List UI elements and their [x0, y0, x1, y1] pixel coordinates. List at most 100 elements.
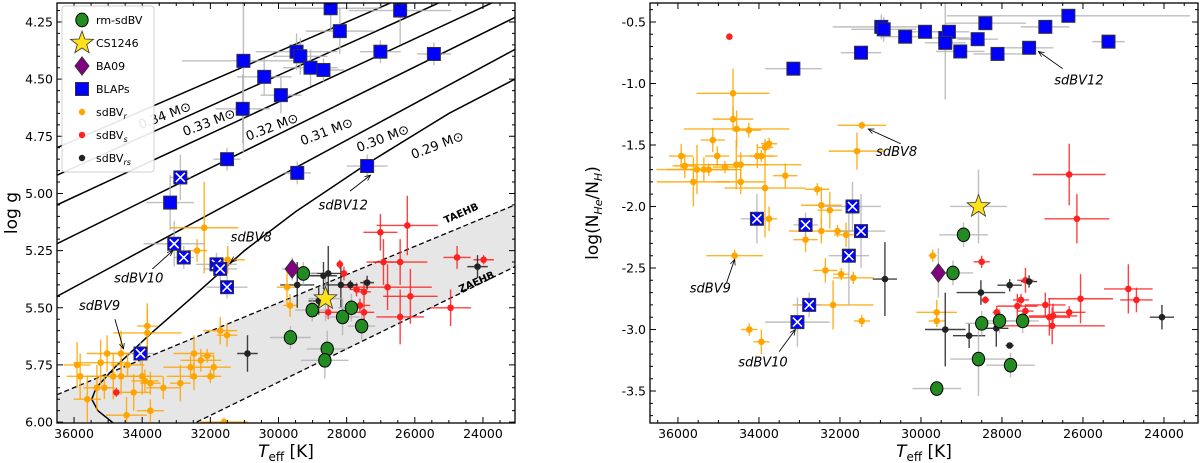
point-sdBV_r	[818, 201, 825, 209]
point-sdBV_s	[726, 33, 733, 41]
legend-label-BLAPs: BLAPs	[96, 83, 130, 96]
mass-track-label: 0.32 M⊙	[244, 111, 301, 145]
point-sdBV_r	[283, 283, 291, 291]
x-tick-label: 32000	[820, 426, 860, 441]
point-BLAPs	[1061, 8, 1076, 23]
point-sdBV_r	[210, 363, 218, 371]
point-sdBV_r	[829, 301, 837, 309]
point-sdBV_s	[1014, 302, 1021, 310]
point-sdBV_s	[1048, 322, 1056, 330]
point-sdBV_rs	[881, 275, 889, 283]
point-sdBV_r	[802, 236, 809, 243]
legend-label-sub: r	[123, 112, 127, 121]
point-sdBV_s	[1017, 296, 1025, 304]
legend-label-text: rm-sdBV	[96, 14, 143, 27]
y-tick-label: 5.00	[25, 186, 53, 201]
legend-label-sdBV_r: sdBVr	[96, 106, 127, 121]
legend-label-sdBV_s: sdBVs	[96, 129, 128, 144]
x-axis-label-unit: [K]	[284, 442, 314, 462]
point-rm_sdBV	[971, 351, 986, 367]
point-sdBV_rs	[1025, 278, 1033, 285]
point-sdBV_r	[144, 329, 151, 337]
point-BLAPs_crossed-cross	[221, 282, 233, 293]
plot-frame	[56, 2, 516, 424]
point-sdBV_r	[850, 274, 857, 282]
x-tick-label: 32000	[190, 426, 230, 441]
point-sdBV_r	[144, 322, 151, 330]
point-BLAPs	[978, 16, 993, 31]
point-sdBV_r	[761, 184, 769, 192]
point-sdBV_r	[813, 185, 821, 193]
point-sdBV_r	[117, 373, 125, 380]
point-sdBV_s	[360, 309, 368, 316]
point-sdBV_s	[384, 283, 391, 291]
point-BLAPs	[1038, 19, 1053, 34]
point-sdBV_r	[76, 373, 84, 380]
y-axis-label: log(NHe/NH)	[583, 166, 605, 260]
annotation-label: sdBV8	[876, 145, 917, 160]
point-sdBV_s	[404, 222, 411, 229]
x-tick-label: 36000	[54, 426, 94, 441]
point-sdBV_r	[693, 166, 701, 173]
x-axis-label: Teff [K]	[258, 442, 314, 463]
point-sdBV_r	[690, 178, 697, 186]
point-sdBV_r	[220, 418, 228, 423]
point-sdBV_r	[117, 350, 125, 357]
annotation-arrow	[231, 247, 249, 262]
point-rm_sdBV	[956, 227, 971, 243]
x-tick-label: 28000	[982, 426, 1022, 441]
x-axis-label-T: T	[896, 442, 908, 462]
point-sdBV_s	[112, 389, 120, 396]
point-sdBV_rs	[363, 279, 371, 286]
annotation-label: sdBV12	[1054, 74, 1103, 89]
point-BLAPs	[1022, 40, 1037, 55]
x-tick-label: 36000	[658, 426, 698, 441]
point-sdBV_s	[1073, 215, 1081, 223]
point-sdBV_r	[286, 302, 294, 309]
point-BLAPs	[323, 3, 338, 16]
y-axis-label-text: log g	[2, 192, 22, 234]
point-sdBV_r	[737, 161, 745, 168]
point-sdBV_rs	[1158, 313, 1166, 321]
legend-label-rm_sdBV: rm-sdBV	[96, 14, 143, 27]
point-sdBV_rs	[977, 289, 985, 296]
point-sdBV_s	[360, 288, 368, 296]
point-BLAPs	[303, 60, 318, 75]
point-rm_sdBV	[344, 300, 359, 316]
point-BLAPs	[990, 46, 1005, 61]
point-BLAPs	[426, 46, 441, 61]
annotation-arrow	[868, 128, 901, 145]
x-tick-label: 34000	[739, 426, 779, 441]
point-sdBV_s	[407, 293, 414, 300]
y-tick-label: 4.50	[25, 72, 53, 87]
point-BLAPs_crossed-cross	[800, 219, 811, 230]
x-tick-label: 26000	[395, 426, 435, 441]
mass-track-label: 0.29 M⊙	[409, 129, 466, 163]
point-sdBV_r	[853, 147, 861, 155]
legend-label-text: sdBV	[96, 129, 124, 142]
legend-label-text: sdBV	[96, 152, 124, 165]
point-sdBV_rs	[324, 270, 332, 277]
point-sdBV_r	[781, 172, 789, 180]
point-sdBV_r	[822, 267, 829, 274]
point-BLAPs	[220, 152, 235, 167]
point-sdBV_r	[729, 115, 737, 123]
point-sdBV_r	[197, 357, 205, 364]
legend-label-text: BLAPs	[96, 83, 130, 96]
point-sdBV_r	[745, 326, 753, 333]
point-BLAPs_crossed-cross	[804, 299, 815, 310]
y-axis-label: log g	[2, 192, 22, 234]
point-sdBV_s	[480, 256, 487, 264]
point-sdBV_s	[377, 229, 384, 236]
point-sdBV_r	[713, 152, 721, 160]
legend-marker-CS1246	[69, 29, 95, 54]
point-BLAPs	[373, 44, 388, 59]
annotation-arrow	[778, 330, 795, 352]
point-BLAPs	[898, 29, 913, 44]
point-sdBV_r	[765, 140, 773, 148]
y-axis-label-sub-h: H	[592, 173, 605, 181]
point-sdBV_s	[380, 258, 387, 266]
point-sdBV_rs	[965, 332, 973, 339]
point-sdBV_r	[705, 166, 713, 173]
x-axis-label-T: T	[258, 442, 270, 462]
